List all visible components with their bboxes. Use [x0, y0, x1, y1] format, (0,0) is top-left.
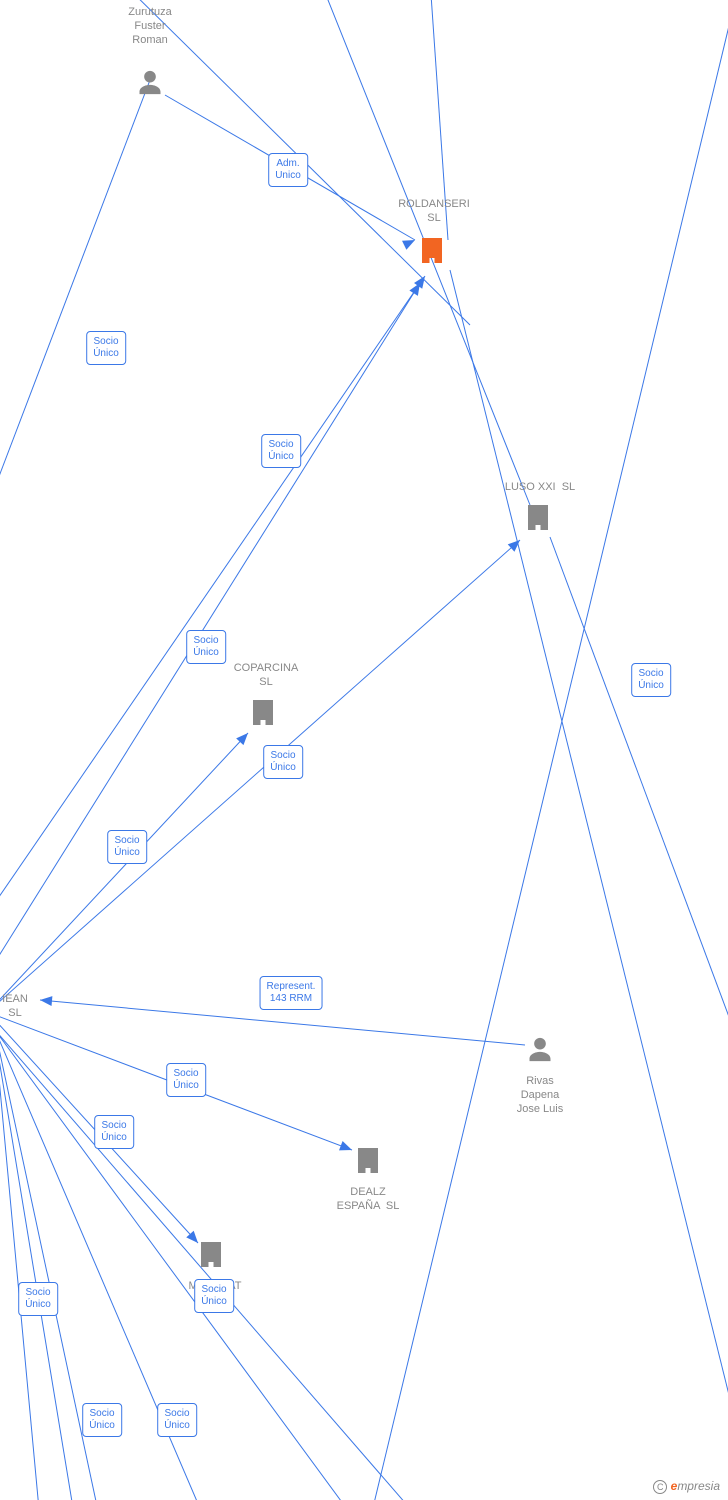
- company-node[interactable]: [353, 1146, 383, 1181]
- edge-label: Socio Único: [166, 1063, 206, 1097]
- edge-label: Socio Único: [107, 830, 147, 864]
- edge-label: Socio Único: [263, 745, 303, 779]
- building-icon: [196, 1240, 226, 1270]
- edge-line: [0, 276, 425, 910]
- edge-label: Adm. Unico: [268, 153, 308, 187]
- company-node[interactable]: [523, 503, 553, 538]
- edge-line: [450, 270, 728, 1500]
- arrowhead: [40, 995, 53, 1006]
- arrowhead: [339, 1141, 354, 1155]
- node-label: Rivas Dapena Jose Luis: [517, 1074, 563, 1116]
- brand-name: empresia: [671, 1479, 720, 1493]
- edge-label: Socio Único: [82, 1403, 122, 1437]
- person-node[interactable]: [526, 1036, 554, 1069]
- node-label: IEAN SL: [2, 992, 28, 1020]
- edge-label: Socio Único: [94, 1115, 134, 1149]
- edge-label: Socio Único: [631, 663, 671, 697]
- diagram-canvas: [0, 0, 728, 1500]
- edge-line: [0, 283, 420, 970]
- edge-label: Socio Único: [261, 434, 301, 468]
- arrowhead: [402, 236, 417, 250]
- node-label: LUSO XXI SL: [505, 480, 575, 494]
- edge-line: [0, 540, 520, 1010]
- edge-line: [550, 537, 728, 1100]
- person-node[interactable]: [136, 69, 164, 102]
- edge-label: Represent. 143 RRM: [260, 976, 323, 1010]
- edge-label: Socio Único: [186, 630, 226, 664]
- person-icon: [526, 1036, 554, 1064]
- copyright-symbol: C: [653, 1480, 667, 1494]
- edge-line: [0, 80, 150, 500]
- building-icon: [523, 503, 553, 533]
- node-label: Zurutuza Fuster Roman: [128, 5, 171, 47]
- copyright: C empresia: [653, 1479, 720, 1494]
- company-node[interactable]: [417, 236, 447, 271]
- company-node[interactable]: [248, 698, 278, 733]
- building-icon: [353, 1146, 383, 1176]
- node-label: COPARCINA SL: [234, 661, 299, 689]
- node-label: DEALZ ESPAÑA SL: [337, 1185, 400, 1213]
- person-icon: [136, 69, 164, 97]
- company-node[interactable]: [196, 1240, 226, 1275]
- building-icon: [248, 698, 278, 728]
- edge-label: Socio Único: [157, 1403, 197, 1437]
- edge-label: Socio Único: [18, 1282, 58, 1316]
- edge-label: Socio Único: [86, 331, 126, 365]
- edge-line: [370, 0, 728, 1500]
- building-icon: [417, 236, 447, 266]
- edge-label: Socio Único: [194, 1279, 234, 1313]
- node-label: ROLDANSERI SL: [398, 197, 470, 225]
